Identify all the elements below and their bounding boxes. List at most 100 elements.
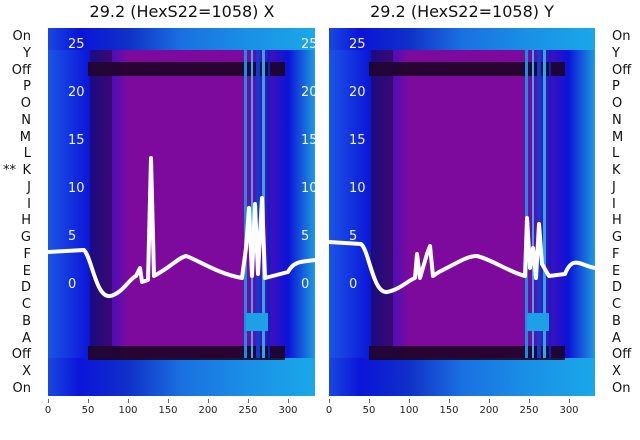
row-label-left-8: K: [22, 163, 31, 178]
panel-x-ytick-3: 10: [68, 181, 85, 196]
row-label-left-14: E: [22, 263, 31, 279]
xtick-label-1-3: 150: [439, 405, 459, 416]
row-label-left-16: C: [21, 297, 31, 312]
panel-x-stripe-0: [244, 50, 247, 358]
row-label-right-13: F: [612, 246, 620, 262]
xtick-label-0-6: 300: [278, 405, 298, 416]
row-label-left-13: F: [23, 246, 31, 262]
heatmap-x: [48, 28, 315, 396]
panel-y-ytick-3: 10: [349, 181, 366, 196]
panel-y-stripe-4: [549, 50, 551, 358]
xtick-label-0-0: 0: [44, 405, 52, 416]
row-label-right-14: E: [612, 263, 621, 279]
heatmap-y: [329, 28, 595, 396]
row-label-right-16: C: [612, 297, 622, 312]
clipped-tick-2: 15: [301, 134, 315, 148]
panel-y-stripe-1: [532, 50, 534, 358]
panel-x-ytick-4: 5: [68, 229, 77, 244]
clipped-tick-0: 25: [301, 38, 315, 52]
xtick-mark-1-5: [529, 399, 530, 403]
xtick-label-1-6: 300: [559, 405, 579, 416]
panel-y-ytick-4: 5: [349, 229, 358, 244]
row-label-left-10: I: [27, 196, 31, 212]
row-label-left-3: P: [23, 79, 31, 95]
row-label-right-4: O: [612, 96, 623, 111]
row-label-right-12: G: [612, 230, 623, 245]
panel-y-stripe-0: [525, 50, 528, 358]
row-label-left-2: Off: [11, 62, 31, 78]
xtick-label-0-2: 100: [118, 405, 138, 416]
panel-title-x: 29.2 (HexS22=1058) X: [89, 2, 275, 21]
row-label-right-1: Y: [612, 45, 620, 61]
row-label-right-2: Off: [612, 62, 632, 78]
xtick-label-0-3: 150: [158, 405, 178, 416]
panel-y-background: [329, 28, 595, 396]
panel-x-ytick-1: 20: [68, 85, 85, 100]
panel-y-trace-line: [329, 216, 595, 294]
panel-x-ytick-2: 15: [68, 133, 85, 148]
panel-x-trace-line: [48, 156, 315, 298]
panel-x-stripe-2: [256, 50, 260, 358]
row-label-left-19: Off: [11, 347, 31, 363]
xtick-mark-1-1: [369, 399, 370, 403]
row-label-left-0: On: [12, 29, 31, 44]
row-label-left-11: H: [21, 213, 31, 229]
xtick-mark-0-3: [168, 399, 169, 403]
row-label-right-15: D: [612, 280, 623, 296]
panel-x-dark-column: [90, 50, 112, 358]
panel-y-light-block: [527, 313, 549, 331]
row-label-right-6: M: [612, 129, 624, 145]
panel-x-ytick-5: 0: [68, 277, 77, 292]
xtick-mark-0-4: [208, 399, 209, 403]
panel-y-off-row-bottom: [369, 346, 565, 360]
xtick-mark-0-5: [248, 399, 249, 403]
xtick-label-1-0: 0: [325, 405, 333, 416]
row-label-right-5: N: [612, 112, 622, 128]
plot-x: 25 20 15 10 5 0: [48, 28, 315, 396]
panel-x-background: [48, 28, 315, 396]
panel-x-top-band: [48, 28, 315, 50]
panel-x-stripe-1: [251, 50, 253, 358]
panel-y-off-row-top: [369, 62, 565, 76]
xtick-label-1-4: 200: [479, 405, 499, 416]
xtick-mark-1-0: [329, 399, 330, 403]
row-label-left-15: D: [20, 280, 31, 296]
xtick-label-0-4: 200: [198, 405, 218, 416]
panel-y-bottom-band: [329, 358, 595, 396]
xtick-mark-0-1: [88, 399, 89, 403]
row-label-right-18: A: [612, 330, 621, 346]
panel-y-ytick-5: 0: [349, 277, 358, 292]
plot-y: 25 20 15 10 5 0: [329, 28, 595, 396]
panel-x-off-row-bottom: [88, 346, 285, 360]
panel-y-ytick-2: 15: [349, 133, 366, 148]
panel-y-top-band: [329, 28, 595, 50]
row-label-left-21: On: [12, 380, 31, 396]
clipped-tick-3: 10: [301, 182, 315, 196]
row-marker: **: [3, 163, 16, 178]
xtick-label-0-1: 50: [81, 405, 95, 416]
panel-x-off-row-top: [88, 62, 285, 76]
row-label-left-7: L: [23, 146, 31, 162]
row-label-right-10: I: [612, 196, 616, 212]
row-label-left-4: O: [20, 96, 31, 111]
panel-x-bottom-band: [48, 358, 315, 396]
row-label-right-20: X: [612, 364, 621, 379]
panel-y-dark-column: [371, 50, 393, 358]
panel-x-light-block: [246, 313, 268, 331]
row-label-left-18: A: [22, 330, 31, 346]
panel-x-ytick-0: 25: [68, 37, 85, 52]
row-label-right-8: K: [612, 163, 621, 178]
clipped-tick-5: 0: [301, 278, 310, 292]
xtick-label-1-5: 250: [519, 405, 539, 416]
panel-y-ytick-1: 20: [349, 85, 366, 100]
row-label-left-6: M: [19, 129, 31, 145]
xtick-mark-1-3: [449, 399, 450, 403]
row-label-right-11: H: [612, 213, 622, 229]
panel-y-ytick-0: 25: [349, 37, 366, 52]
xtick-mark-0-2: [128, 399, 129, 403]
row-label-left-5: N: [21, 112, 31, 128]
row-label-right-7: L: [612, 146, 620, 162]
row-label-left-17: B: [22, 313, 31, 329]
row-label-right-0: On: [612, 29, 631, 44]
xtick-mark-0-0: [48, 399, 49, 403]
